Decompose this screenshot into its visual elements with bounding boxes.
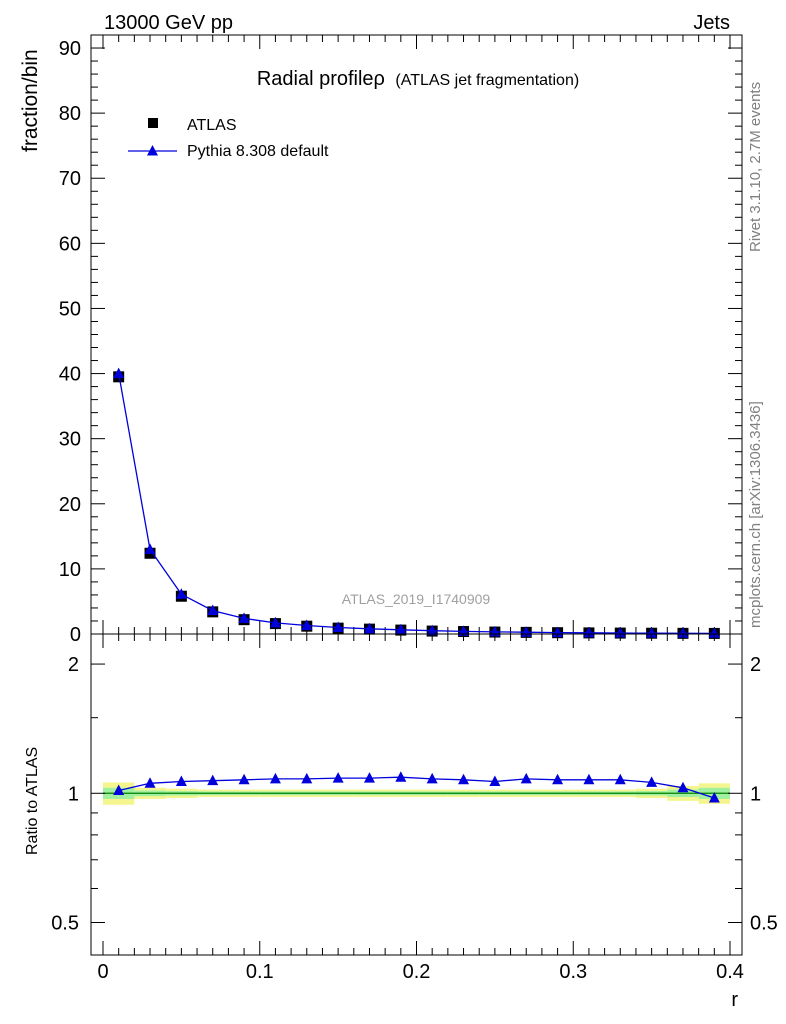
ratio-pythia-point (395, 771, 407, 782)
main-y-tick-label: 50 (59, 298, 81, 320)
main-y-axis-label: fraction/bin (19, 49, 42, 152)
header-jets-label: Jets (693, 12, 730, 34)
legend-marker-atlas (148, 118, 158, 128)
chart-title: Radial profileρ (ATLAS jet fragmentation… (257, 68, 579, 90)
x-tick-label: 0 (97, 961, 108, 983)
chart-title-sub: (ATLAS jet fragmentation) (395, 72, 579, 89)
ratio-pythia-point (363, 772, 375, 783)
ratio-data-layer (113, 771, 720, 803)
main-y-tick-label: 0 (70, 624, 81, 646)
ratio-pythia-point (238, 773, 250, 785)
mcplots-label: mcplots.cern.ch [arXiv:1306.3436] (747, 401, 764, 628)
pythia-series-line (118, 373, 715, 635)
ratio-pythia-point (708, 792, 720, 803)
main-panel: 0 10 20 30 40 50 60 70 80 90 fraction/bin Radial … (19, 34, 743, 646)
main-y-tick-label: 70 (59, 168, 81, 190)
main-y-tick-label: 60 (59, 233, 81, 255)
ratio-pythia-point (269, 772, 281, 784)
pythia-data-point (238, 612, 250, 623)
header-energy-label: 13000 GeV pp (104, 12, 233, 34)
pythia-data-point (646, 627, 658, 638)
pythia-data-point (301, 619, 313, 631)
ratio-uncertainty-band (103, 782, 730, 805)
ratio-y-tick-label: 2 (68, 654, 79, 676)
ratio-pythia-point (144, 777, 156, 788)
ratio-pythia-point (332, 772, 344, 783)
ratio-y-tick-label-right: 1 (750, 783, 761, 805)
legend-label-atlas: ATLAS (187, 117, 237, 134)
legend-label-pythia: Pythia 8.308 default (187, 143, 329, 160)
ratio-pythia-point (426, 772, 438, 784)
pythia-data-point (332, 621, 344, 632)
pythia-data-point (363, 622, 375, 634)
ratio-y-axis-label: Ratio to ATLAS (24, 747, 41, 855)
pythia-data-point (458, 625, 470, 636)
ratio-pythia-point (458, 773, 470, 785)
ratio-pythia-point (489, 775, 501, 787)
main-y-tick-label: 40 (59, 364, 81, 386)
ratio-y-tick-label-right: 0.5 (750, 912, 778, 934)
x-tick-label: 0.2 (403, 961, 431, 983)
main-y-tick-label: 80 (59, 103, 81, 125)
ratio-pythia-point (552, 773, 564, 785)
pythia-data-point (269, 616, 281, 628)
main-y-tick-label: 20 (59, 494, 81, 516)
pythia-data-point (708, 627, 720, 638)
ratio-pythia-line (118, 776, 715, 799)
rivet-version-label: Rivet 3.1.10, 2.7M events (747, 82, 764, 252)
ratio-pythia-point (677, 781, 689, 793)
ratio-panel: 0.5 0.5 1 1 2 2 0 0.1 0.2 0.3 0.4 Ratio to ATLAS r (24, 633, 778, 1011)
ratio-pythia-point (207, 774, 219, 786)
pythia-data-point (144, 543, 156, 554)
ratio-axis-ticks: 0.5 0.5 1 1 2 2 0 0.1 0.2 0.3 0.4 (51, 634, 778, 983)
pythia-data-point (583, 626, 595, 638)
main-axis-ticks: 0 10 20 30 40 50 60 70 80 90 (59, 35, 742, 646)
pythia-data-point (395, 623, 407, 635)
chart-title-main: Radial profileρ (257, 68, 385, 90)
pythia-data-point (614, 627, 626, 638)
ratio-y-tick-label: 0.5 (51, 912, 79, 934)
ratio-pythia-point (583, 773, 595, 785)
pythia-data-point (426, 624, 438, 636)
x-tick-label: 0.1 (246, 961, 274, 983)
x-axis-label: r (731, 989, 738, 1011)
ratio-pythia-point (520, 772, 532, 784)
ratio-pythia-point (113, 784, 125, 796)
svg-text:Radial profileρ (ATLAS: Radial profileρ (ATLAS jet fragmentation… (257, 68, 579, 90)
main-y-tick-label: 90 (59, 38, 81, 60)
legend-marker-pythia (147, 145, 158, 156)
legend: ATLAS Pythia 8.308 default (128, 117, 329, 160)
ratio-y-tick-label: 1 (68, 783, 79, 805)
ratio-pythia-point (614, 773, 626, 785)
pythia-data-point (113, 367, 125, 379)
ratio-pythia-point (646, 776, 658, 787)
main-y-tick-label: 30 (59, 429, 81, 451)
x-tick-label: 0.3 (559, 961, 587, 983)
ratio-pythia-point (175, 775, 187, 787)
pythia-data-point (677, 627, 689, 638)
pythia-data-point (207, 604, 219, 616)
ratio-pythia-point (301, 772, 313, 784)
pythia-data-point (175, 588, 187, 599)
main-y-tick-label: 10 (59, 559, 81, 581)
analysis-watermark: ATLAS_2019_I1740909 (342, 591, 491, 607)
x-tick-label: 0.4 (716, 961, 744, 983)
ratio-y-tick-label-right: 2 (750, 654, 761, 676)
